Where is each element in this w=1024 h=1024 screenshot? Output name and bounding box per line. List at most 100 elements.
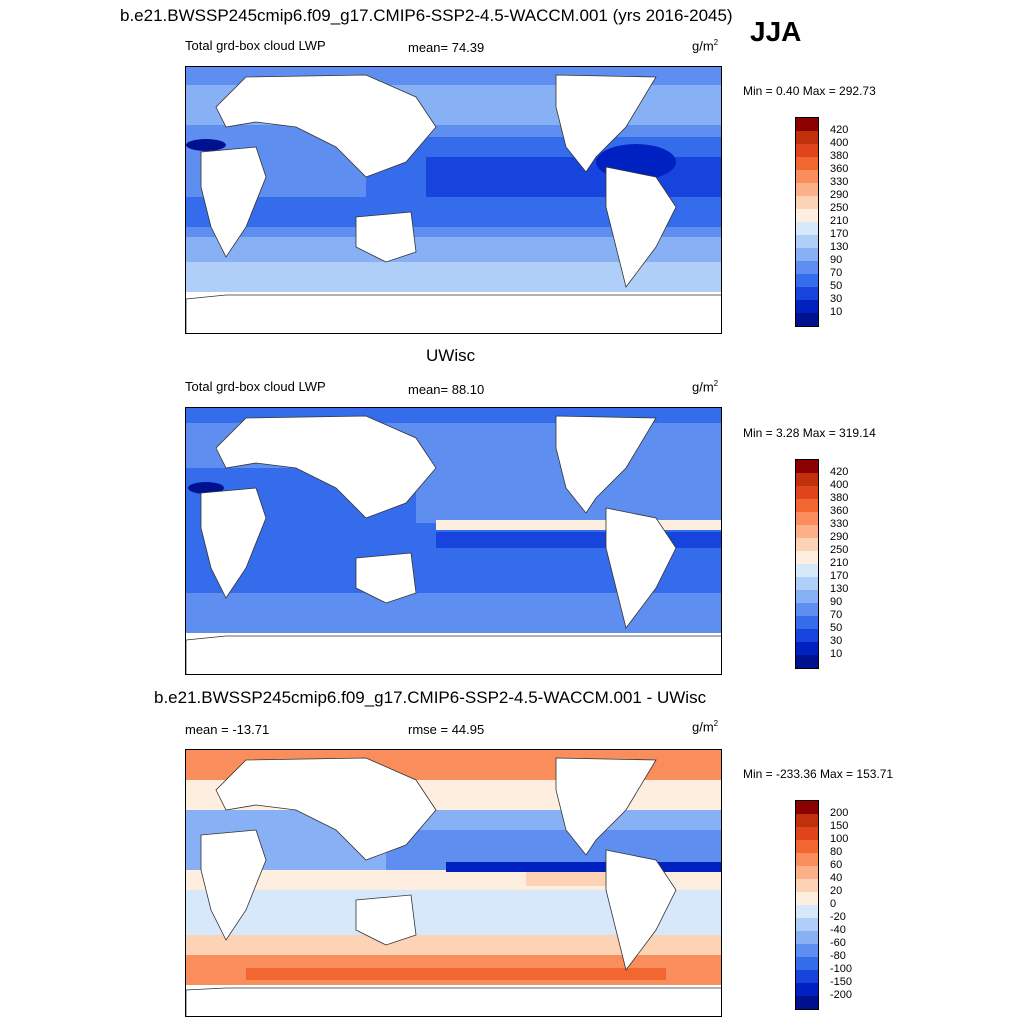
panel3-swatch [796,853,818,866]
panel1-swatch [796,170,818,183]
panel3-swatch [796,827,818,840]
panel3-map [185,749,722,1017]
panel1-swatch [796,183,818,196]
panel1-cb-label: 210 [830,215,849,227]
panel1-swatch [796,248,818,261]
panel1-cb-label: 170 [830,228,849,240]
panel3-swatch [796,879,818,892]
panel2-map-svg [186,408,721,674]
panel1-cb-label: 90 [830,254,843,266]
panel1-cb-label: 50 [830,280,843,292]
panel2-colorbar [795,459,819,669]
panel1-min-max: Min = 0.40 Max = 292.73 [743,84,876,98]
panel2-swatch [796,616,818,629]
panel2-swatch [796,538,818,551]
panel3-swatch [796,944,818,957]
panel3-cb-label: 20 [830,885,843,897]
panel3-rmse: rmse = 44.95 [408,722,485,737]
panel3-min-max: Min = -233.36 Max = 153.71 [743,767,894,781]
panel1-cb-label: 10 [830,306,843,318]
panel2-swatch [796,590,818,603]
panel3-swatch [796,931,818,944]
panel3-cb-label: -80 [830,950,846,962]
panel2-cb-label: 10 [830,648,843,660]
panel2-cb-label: 70 [830,609,843,621]
panel3-swatch [796,918,818,931]
panel2-swatch [796,499,818,512]
panel2-cb-label: 210 [830,557,849,569]
panel2-swatch [796,460,818,473]
panel1-swatch [796,300,818,313]
panel3-swatch [796,814,818,827]
panel2-swatch [796,512,818,525]
panel1-cb-label: 30 [830,293,843,305]
panel1-cb-label: 330 [830,176,849,188]
panel1-colorbar [795,117,819,327]
panel1-cb-label: 420 [830,124,849,136]
panel3-cb-label: 100 [830,833,849,845]
panel2-swatch [796,603,818,616]
panel3-cb-label: 40 [830,872,843,884]
panel1-swatch [796,235,818,248]
panel1-swatch [796,274,818,287]
panel3-cb-label: 200 [830,807,849,819]
season-label: JJA [750,16,802,47]
panel3-cb-label: -200 [830,989,853,1001]
panel1-swatch [796,313,818,326]
panel2-swatch [796,525,818,538]
panel3-swatch [796,801,818,814]
panel3-mean: mean = -13.71 [185,722,270,737]
panel2-cb-label: 380 [830,492,849,504]
panel1-swatch [796,144,818,157]
panel1-swatch [796,261,818,274]
panel2-cb-label: 420 [830,466,849,478]
panel3-units: g/m2 [692,719,719,735]
panel1-swatch [796,196,818,209]
panel1-swatch [796,131,818,144]
panel2-swatch [796,564,818,577]
panel1-units: g/m2 [692,38,719,54]
panel3-swatch [796,866,818,879]
panel3-cb-label: -40 [830,924,846,936]
panel1-cb-label: 290 [830,189,849,201]
panel2-min-max: Min = 3.28 Max = 319.14 [743,426,876,440]
panel1-cb-label: 380 [830,150,849,162]
panel2-swatch [796,642,818,655]
panel1-cb-label: 360 [830,163,849,175]
panel2-mean: mean= 88.10 [408,382,485,397]
panel2-cb-label: 250 [830,544,849,556]
panel1-swatch [796,157,818,170]
panel2-cb-label: 330 [830,518,849,530]
panel1-swatch [796,222,818,235]
panel3-cb-label: -100 [830,963,853,975]
panel1-map-svg [186,67,721,333]
figure-title: b.e21.BWSSP245cmip6.f09_g17.CMIP6-SSP2-4… [120,6,733,25]
panel1-swatch [796,209,818,222]
panel2-title: UWisc [426,346,476,365]
panel2-cb-label: 90 [830,596,843,608]
panel2-swatch [796,577,818,590]
panel3-title: b.e21.BWSSP245cmip6.f09_g17.CMIP6-SSP2-4… [154,688,707,707]
panel3-cb-label: -60 [830,937,846,949]
panel1-cb-label: 70 [830,267,843,279]
panel3-cb-label: 80 [830,846,843,858]
panel1-variable: Total grd-box cloud LWP [185,38,326,53]
panel3-cb-label: 0 [830,898,837,910]
panel2-map [185,407,722,675]
panel2-swatch [796,629,818,642]
panel2-cb-label: 30 [830,635,843,647]
panel2-cb-label: 170 [830,570,849,582]
panel2-swatch [796,551,818,564]
panel3-cb-label: 60 [830,859,843,871]
panel2-units: g/m2 [692,379,719,395]
panel3-swatch [796,996,818,1009]
panel1-map [185,66,722,334]
panel1-cb-label: 400 [830,137,849,149]
panel1-mean: mean= 74.39 [408,40,485,55]
panel2-cb-label: 130 [830,583,849,595]
panel2-swatch [796,486,818,499]
panel3-swatch [796,840,818,853]
panel1-cb-label: 250 [830,202,849,214]
panel2-swatch [796,473,818,486]
panel1-cb-label: 130 [830,241,849,253]
